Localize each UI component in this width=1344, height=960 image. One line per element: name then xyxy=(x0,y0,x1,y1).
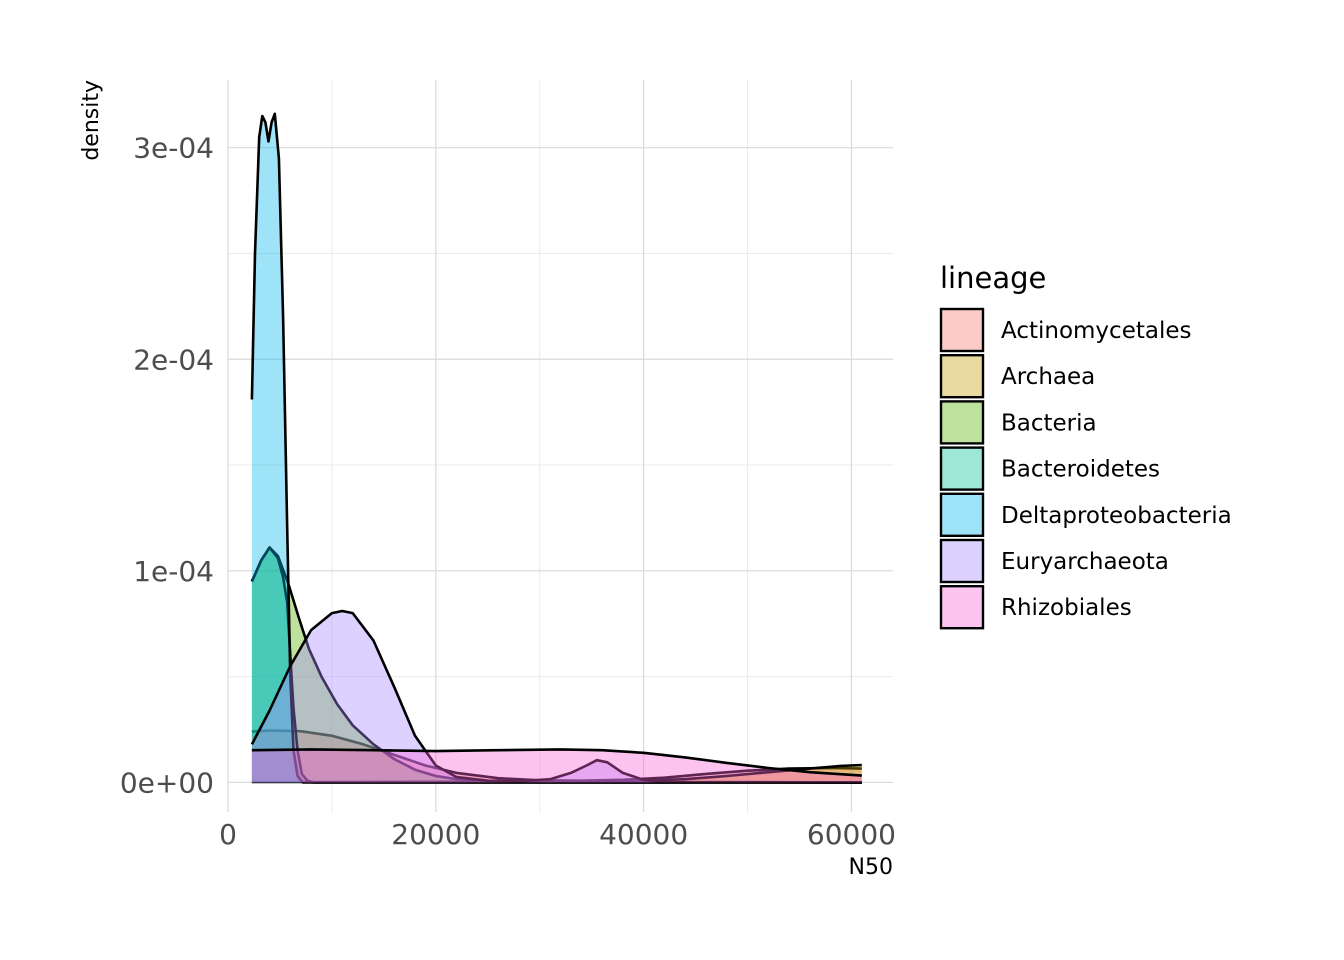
legend-key-archaea xyxy=(939,354,985,399)
legend-label-deltaproteobacteria: Deltaproteobacteria xyxy=(1001,503,1232,529)
density-actinomycetales xyxy=(251,729,862,783)
legend-item-euryarchaeota: Euryarchaeota xyxy=(939,538,1169,584)
minor-grid xyxy=(228,80,893,812)
density-area-actinomycetales xyxy=(251,730,862,783)
legend-key-bg xyxy=(941,309,983,351)
x-axis-ticks: 0 20000 40000 60000 xyxy=(219,818,896,851)
legend-item-rhizobiales: Rhizobiales xyxy=(939,585,1132,630)
legend-key-actinomycetales xyxy=(939,307,985,353)
x-tick-label: 20000 xyxy=(391,818,480,851)
legend-label-actinomycetales: Actinomycetales xyxy=(1001,318,1191,344)
density-rhizobiales xyxy=(251,748,862,783)
density-euryarchaeota xyxy=(250,609,862,784)
y-tick-label: 0e+00 xyxy=(120,766,214,799)
y-tick-label: 1e-04 xyxy=(133,555,214,588)
density-line-rhizobiales xyxy=(251,748,862,777)
x-tick-label: 60000 xyxy=(807,818,896,851)
legend-item-deltaproteobacteria: Deltaproteobacteria xyxy=(939,492,1232,537)
density-line-actinomycetales xyxy=(251,729,862,782)
x-tick-label: 0 xyxy=(219,818,237,851)
legend-label-rhizobiales: Rhizobiales xyxy=(1001,595,1132,621)
legend-key-bg xyxy=(941,540,983,582)
density-deltaproteobacteria xyxy=(250,112,862,784)
y-axis-title: density xyxy=(79,80,104,161)
legend-key-euryarchaeota xyxy=(939,538,985,584)
legend-key-bg xyxy=(941,586,983,629)
legend-key-bg xyxy=(941,493,983,536)
legend-item-actinomycetales: Actinomycetales xyxy=(939,307,1191,353)
legend-title: lineage xyxy=(940,261,1046,295)
density-line-deltaproteobacteria xyxy=(250,112,862,784)
legend-key-deltaproteobacteria xyxy=(939,492,985,537)
y-tick-label: 2e-04 xyxy=(133,343,214,376)
x-tick-label: 40000 xyxy=(599,818,688,851)
legend: lineage Actinomycetales Archaea Bacteria Ba… xyxy=(939,261,1232,630)
density-area-bacteria xyxy=(251,547,862,783)
legend-label-bacteria: Bacteria xyxy=(1001,410,1097,436)
legend-key-rhizobiales xyxy=(939,585,985,630)
y-tick-label: 3e-04 xyxy=(133,132,214,165)
legend-items: Actinomycetales Archaea Bacteria Bacteroide… xyxy=(939,307,1232,630)
legend-key-bg xyxy=(941,447,983,490)
density-line-euryarchaeota xyxy=(250,609,862,784)
legend-item-archaea: Archaea xyxy=(939,354,1095,399)
density-area-rhizobiales xyxy=(251,749,862,783)
density-areas xyxy=(250,112,862,784)
legend-key-bg xyxy=(941,355,983,398)
legend-key-bg xyxy=(941,401,983,444)
legend-key-bacteroidetes xyxy=(939,446,985,491)
density-area-euryarchaeota xyxy=(251,611,862,783)
legend-label-archaea: Archaea xyxy=(1001,364,1095,390)
legend-label-bacteroidetes: Bacteroidetes xyxy=(1001,457,1160,483)
x-axis-title: N50 xyxy=(849,855,893,880)
y-axis-ticks: 0e+00 1e-04 2e-04 3e-04 xyxy=(120,132,214,800)
legend-key-bacteria xyxy=(939,400,985,445)
legend-item-bacteria: Bacteria xyxy=(939,400,1097,445)
legend-item-bacteroidetes: Bacteroidetes xyxy=(939,446,1160,491)
legend-label-euryarchaeota: Euryarchaeota xyxy=(1001,549,1169,575)
